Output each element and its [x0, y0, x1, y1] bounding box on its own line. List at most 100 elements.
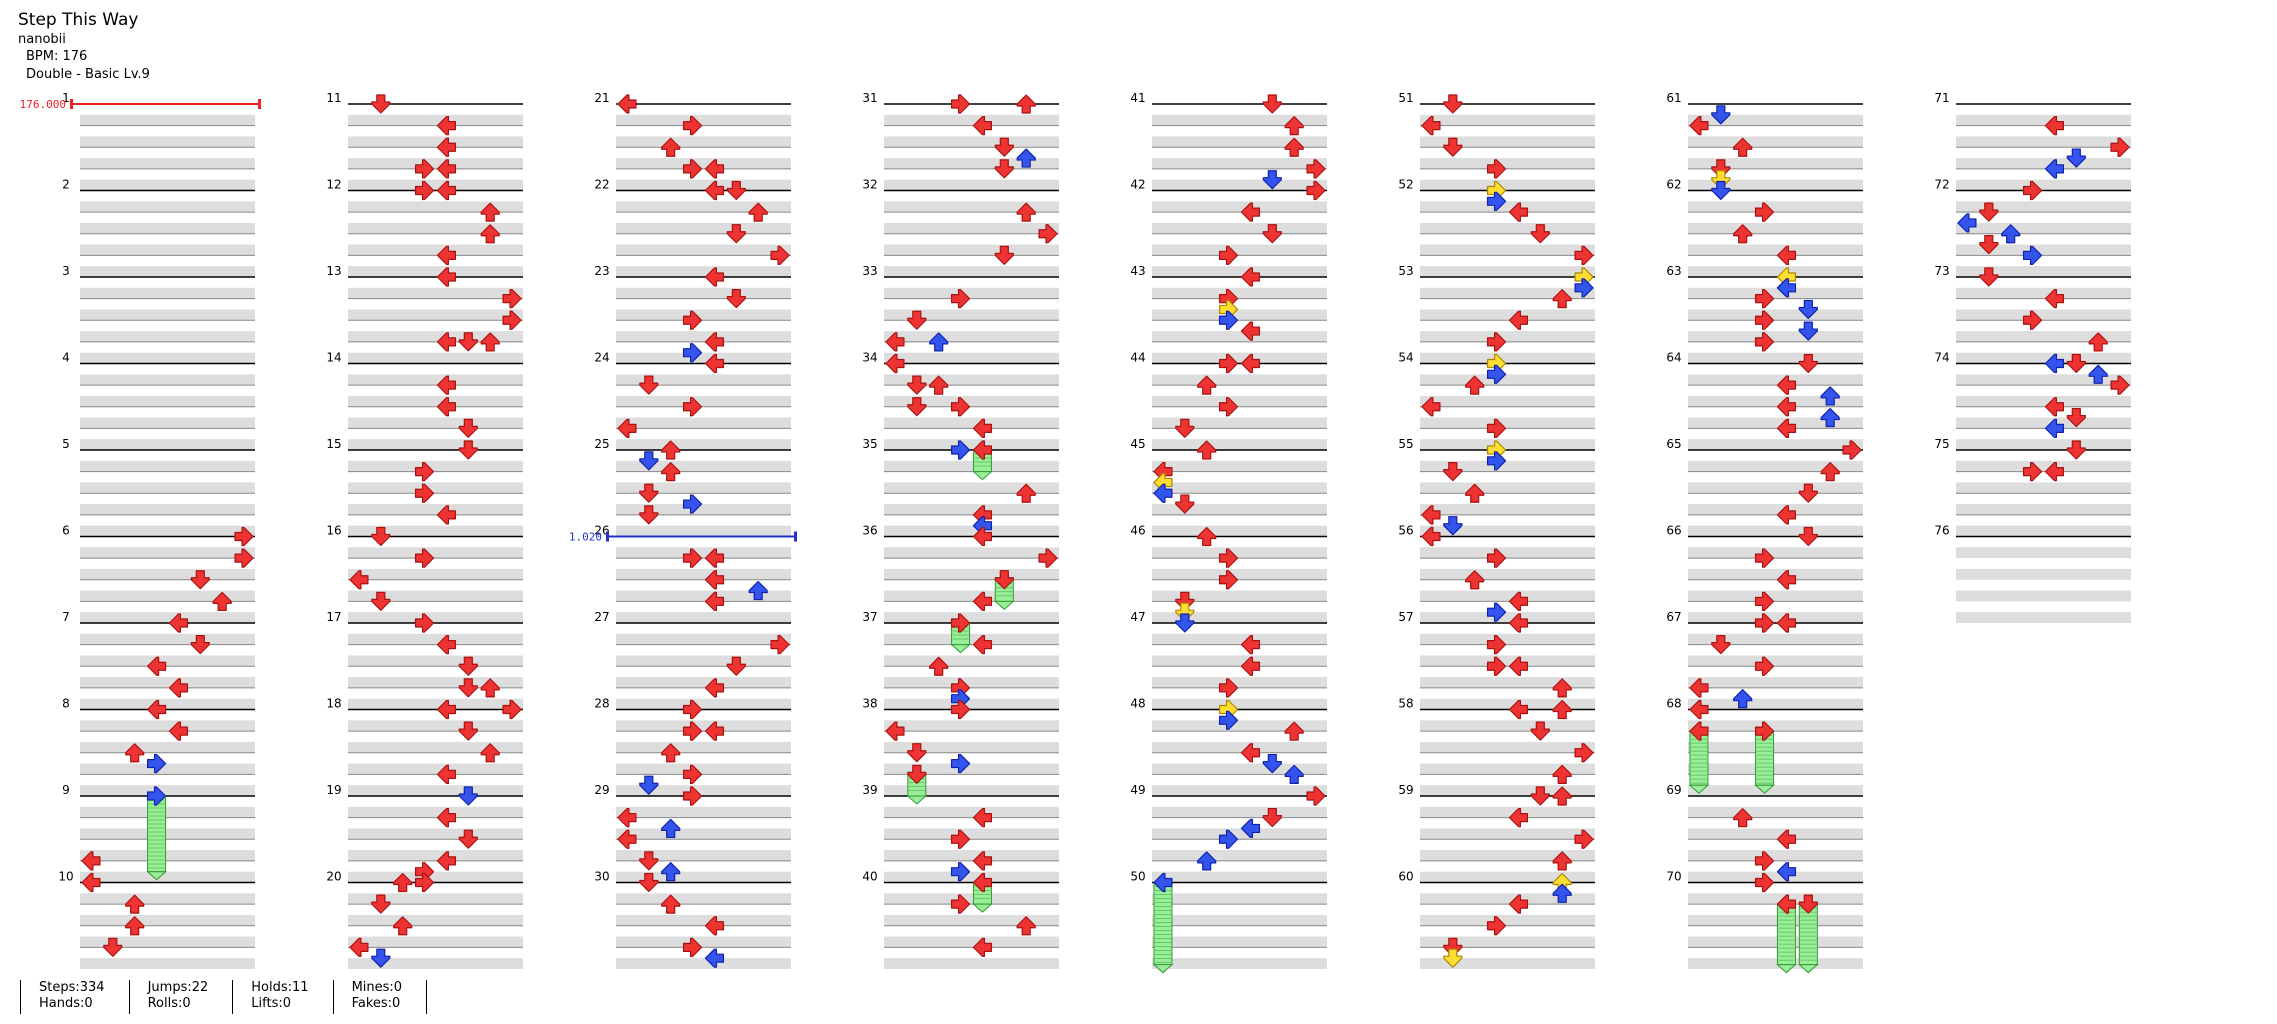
red-left-arrow-icon: [436, 159, 457, 179]
red-left-arrow-icon: [704, 916, 725, 936]
red-up-arrow-icon: [1284, 137, 1304, 157]
beat-stripe: [1152, 893, 1327, 905]
beat-stripe: [1688, 395, 1863, 407]
beat-stripe: [1420, 806, 1595, 818]
beat-stripe: [1420, 417, 1595, 429]
beat-stripe: [348, 482, 523, 494]
beat-stripe: [1688, 331, 1863, 342]
beat-stripe: [1420, 114, 1595, 126]
red-up-arrow-icon: [1016, 483, 1036, 503]
blue-left-arrow-icon: [1776, 278, 1797, 298]
beat-stripe: [616, 893, 791, 905]
red-down-arrow-icon: [639, 375, 659, 395]
beat-stripe: [1956, 504, 2131, 515]
beat-stripe: [1956, 568, 2131, 580]
measure-number: 49: [1130, 783, 1145, 797]
beat-stripe: [884, 417, 1059, 429]
beat-stripe: [1152, 331, 1327, 342]
beat-stripe: [1152, 309, 1327, 321]
beat-stripe: [1420, 958, 1595, 969]
blue-down-arrow-icon: [1262, 753, 1282, 774]
beat-stripe: [616, 914, 791, 926]
beat-stripe: [80, 720, 255, 732]
red-down-arrow-icon: [907, 397, 927, 417]
red-left-arrow-icon: [1508, 591, 1529, 611]
blue-right-arrow-icon: [950, 753, 971, 774]
beat-stripe: [1152, 114, 1327, 126]
red-right-arrow-icon: [1754, 202, 1775, 222]
red-right-arrow-icon: [950, 613, 971, 633]
beat-stripe: [1152, 871, 1327, 883]
beat-stripe: [348, 136, 523, 148]
beat-stripe: [884, 612, 1059, 623]
beat-stripe: [1956, 136, 2131, 148]
beat-stripe: [884, 655, 1059, 667]
blue-up-arrow-icon: [929, 332, 949, 352]
beat-stripe: [1688, 828, 1863, 840]
red-up-arrow-icon: [125, 894, 145, 914]
red-right-arrow-icon: [1754, 872, 1775, 893]
red-right-arrow-icon: [2022, 310, 2043, 330]
beat-stripe: [80, 309, 255, 321]
red-down-arrow-icon: [190, 570, 210, 590]
blue-left-arrow-icon: [2044, 353, 2065, 374]
measure-number: 46: [1130, 524, 1145, 538]
red-down-arrow-icon: [726, 289, 746, 309]
red-up-arrow-icon: [1552, 289, 1572, 309]
beat-stripe: [616, 590, 791, 602]
red-down-arrow-icon: [371, 591, 391, 611]
red-left-arrow-icon: [617, 808, 637, 828]
red-left-arrow-icon: [1508, 656, 1529, 676]
beat-stripe: [1152, 763, 1327, 775]
blue-right-arrow-icon: [1486, 364, 1507, 384]
measure-number: 71: [1934, 91, 1949, 105]
red-left-arrow-icon: [1240, 353, 1261, 374]
beat-stripe: [348, 525, 523, 537]
red-up-arrow-icon: [661, 440, 681, 460]
beat-stripe: [616, 352, 791, 364]
stat-group: Jumps:22 Rolls:0: [128, 980, 233, 1014]
red-right-arrow-icon: [1218, 678, 1239, 698]
red-down-arrow-icon: [458, 332, 478, 352]
blue-left-arrow-icon: [704, 948, 725, 968]
red-left-arrow-icon: [436, 699, 457, 720]
beat-stripe: [884, 201, 1059, 213]
red-down-arrow-icon: [458, 829, 478, 849]
blue-right-arrow-icon: [1486, 451, 1507, 471]
red-up-arrow-icon: [1733, 808, 1753, 828]
beat-stripe: [884, 504, 1059, 515]
measure-number: 59: [1398, 783, 1413, 797]
blue-down-arrow-icon: [1262, 170, 1282, 190]
measure-number: 42: [1130, 178, 1145, 192]
beat-stripe: [80, 914, 255, 926]
red-right-arrow-icon: [502, 289, 522, 309]
red-right-arrow-icon: [950, 829, 971, 849]
beat-stripe: [80, 806, 255, 818]
blue-right-arrow-icon: [682, 343, 703, 363]
red-down-arrow-icon: [1798, 894, 1818, 914]
red-down-arrow-icon: [994, 159, 1014, 179]
red-left-arrow-icon: [349, 570, 369, 590]
red-left-arrow-icon: [436, 267, 457, 287]
red-left-arrow-icon: [436, 851, 457, 871]
red-down-arrow-icon: [458, 418, 478, 438]
beat-stripe: [884, 374, 1059, 386]
beat-stripe: [884, 179, 1059, 191]
red-up-arrow-icon: [480, 743, 500, 763]
red-down-arrow-icon: [1979, 234, 1999, 255]
beat-stripe: [1688, 806, 1863, 818]
beat-stripe: [884, 893, 1059, 905]
blue-down-arrow-icon: [1711, 180, 1731, 201]
red-left-arrow-icon: [704, 678, 725, 698]
beat-stripe: [1956, 395, 2131, 407]
red-down-arrow-icon: [726, 224, 746, 244]
beat-stripe: [616, 568, 791, 580]
red-right-arrow-icon: [1306, 786, 1326, 806]
red-left-arrow-icon: [1689, 678, 1709, 698]
beat-stripe: [616, 655, 791, 667]
red-down-arrow-icon: [1979, 202, 1999, 222]
beat-stripe: [1688, 698, 1863, 710]
blue-up-arrow-icon: [1552, 883, 1572, 903]
beat-stripe: [1420, 266, 1595, 277]
beat-stripe: [80, 828, 255, 840]
